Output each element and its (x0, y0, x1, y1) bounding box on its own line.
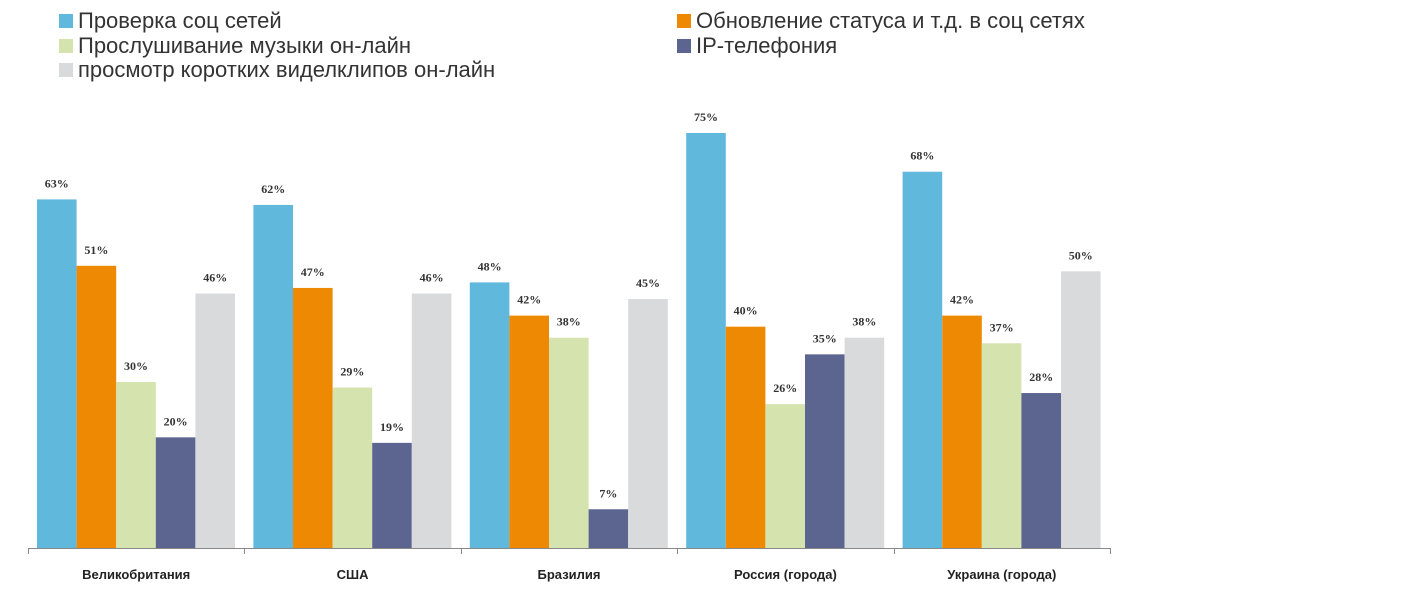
bar (686, 133, 726, 548)
legend-label: просмотр коротких виделклипов он-лайн (78, 57, 496, 82)
legend-label: Проверка соц сетей (78, 8, 282, 33)
data-label: 7% (599, 486, 617, 500)
category-label: Россия (города) (734, 567, 837, 582)
category-label: США (337, 567, 369, 582)
data-label: 75% (694, 110, 718, 124)
legend-swatch (677, 14, 691, 28)
legend-item-music: Прослушивание музыки он-лайн (59, 33, 411, 59)
legend-item-video-clips: просмотр коротких виделклипов он-лайн (59, 57, 495, 83)
data-label: 20% (164, 414, 188, 428)
bar (725, 326, 766, 548)
bar (765, 404, 805, 548)
bar (628, 299, 668, 548)
data-label: 50% (1069, 248, 1093, 262)
data-label: 42% (517, 293, 541, 307)
data-label: 63% (45, 176, 69, 190)
bar (549, 337, 589, 548)
bar (372, 442, 412, 548)
data-label: 28% (1029, 370, 1053, 384)
data-label: 38% (557, 315, 581, 329)
data-label: 19% (380, 420, 404, 434)
legend-label: IP-телефония (696, 33, 838, 58)
data-label: 47% (301, 265, 325, 279)
legend-swatch (59, 63, 73, 77)
bar (805, 354, 845, 548)
bar (332, 387, 373, 548)
data-label: 38% (852, 315, 876, 329)
bar (37, 199, 77, 548)
legend-label: Обновление статуса и т.д. в соц сетях (696, 8, 1085, 33)
bar (155, 437, 196, 548)
legend-swatch (59, 14, 73, 28)
legend: Проверка соц сетей Обновление статуса и … (0, 0, 1146, 90)
bar (1061, 271, 1101, 548)
bar (942, 315, 982, 548)
data-label: 40% (734, 304, 758, 318)
legend-item-status-update: Обновление статуса и т.д. в соц сетях (677, 8, 1085, 34)
data-label: 62% (261, 182, 285, 196)
data-label: 68% (910, 149, 934, 163)
bar (76, 265, 117, 548)
legend-item-ip-telephony: IP-телефония (677, 33, 837, 59)
data-label: 30% (124, 359, 148, 373)
bar (253, 204, 293, 548)
bar (411, 293, 452, 548)
bar (902, 171, 943, 548)
bar (509, 315, 549, 548)
legend-item-social-check: Проверка соц сетей (59, 8, 282, 34)
data-label: 37% (990, 320, 1014, 334)
bar (469, 282, 510, 548)
bar (981, 343, 1022, 548)
data-label: 46% (420, 270, 444, 284)
category-label: Бразилия (538, 567, 601, 582)
bar (195, 293, 235, 548)
data-label: 51% (84, 243, 108, 257)
bar (1021, 393, 1061, 548)
legend-swatch (59, 39, 73, 53)
bar (293, 287, 333, 548)
data-label: 26% (773, 381, 797, 395)
bar (588, 509, 629, 548)
category-label: Украина (города) (947, 567, 1056, 582)
data-label: 45% (636, 276, 660, 290)
data-label: 29% (340, 365, 364, 379)
category-label: Великобритания (82, 567, 190, 582)
data-label: 46% (203, 270, 227, 284)
bar (844, 337, 885, 548)
data-label: 48% (478, 259, 502, 273)
bar (116, 382, 156, 548)
legend-label: Прослушивание музыки он-лайн (78, 33, 412, 58)
data-label: 35% (813, 331, 837, 345)
legend-swatch (677, 39, 691, 53)
data-label: 42% (950, 293, 974, 307)
